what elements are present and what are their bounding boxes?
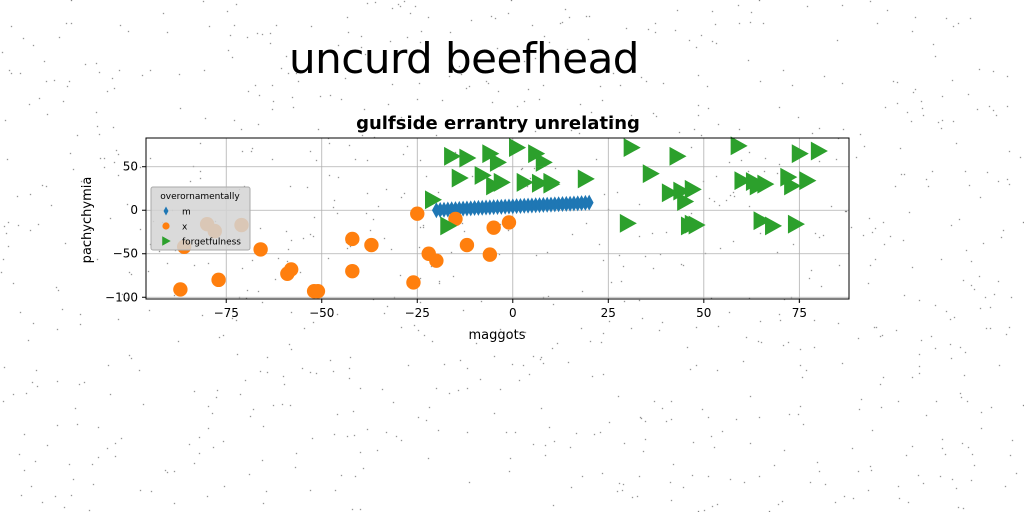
data-point-forgetfulness <box>757 174 775 194</box>
legend-marker-forgetfulness <box>162 236 171 246</box>
data-point-forgetfulness <box>684 179 702 199</box>
data-point-forgetfulness <box>535 152 553 172</box>
data-point-forgetfulness <box>677 192 695 211</box>
data-point-x <box>253 242 268 257</box>
data-point-forgetfulness <box>661 183 679 203</box>
x-tick-label: −25 <box>405 306 430 320</box>
data-point-forgetfulness <box>810 141 828 161</box>
legend-label-m: m <box>182 208 191 218</box>
data-point-forgetfulness <box>444 146 462 166</box>
data-point-forgetfulness <box>799 171 817 191</box>
legend-title: overornamentally <box>160 192 240 202</box>
plot-area <box>173 136 828 299</box>
data-point-forgetfulness <box>730 136 748 156</box>
data-point-x <box>429 253 444 268</box>
data-point-forgetfulness <box>734 171 752 191</box>
series-x <box>173 206 517 299</box>
data-point-forgetfulness <box>787 214 805 234</box>
figure-suptitle: uncurd beefhead <box>289 34 639 83</box>
legend-label-forgetfulness: forgetfulness <box>182 238 241 248</box>
y-tick-label: −50 <box>113 247 138 261</box>
x-tick-label: −75 <box>214 306 239 320</box>
data-point-x <box>283 262 299 277</box>
data-point-forgetfulness <box>577 169 595 189</box>
x-tick-label: 0 <box>509 306 517 320</box>
data-point-m <box>584 194 594 211</box>
data-point-forgetfulness <box>642 164 660 184</box>
data-point-forgetfulness <box>451 168 469 188</box>
data-point-x <box>486 220 501 235</box>
data-point-forgetfulness <box>516 172 534 192</box>
data-point-forgetfulness <box>753 211 771 231</box>
data-point-forgetfulness <box>493 172 511 192</box>
x-tick-label: 25 <box>601 306 616 320</box>
data-point-forgetfulness <box>791 144 809 164</box>
data-point-x <box>406 275 421 290</box>
x-tick-label: 75 <box>792 306 807 320</box>
data-point-forgetfulness <box>509 138 527 158</box>
data-point-x <box>310 283 326 299</box>
data-point-x <box>364 237 379 253</box>
data-point-forgetfulness <box>765 216 783 236</box>
y-tick-label: 50 <box>123 160 138 174</box>
data-point-forgetfulness <box>619 213 637 233</box>
data-point-x <box>345 263 360 279</box>
data-point-forgetfulness <box>474 165 492 185</box>
data-point-forgetfulness <box>669 146 687 166</box>
axes-frame <box>145 137 850 300</box>
y-tick-label: 0 <box>130 203 138 217</box>
data-point-forgetfulness <box>623 138 641 158</box>
data-point-x <box>482 247 498 262</box>
data-point-forgetfulness <box>543 172 561 192</box>
data-point-x <box>448 211 463 227</box>
data-point-forgetfulness <box>459 148 477 168</box>
data-point-forgetfulness <box>531 173 549 193</box>
legend-marker-x <box>162 222 170 230</box>
data-point-x <box>211 272 226 288</box>
data-point-forgetfulness <box>424 190 442 210</box>
data-point-x <box>501 215 517 230</box>
y-axis-label: pachychymia <box>80 177 95 264</box>
data-point-forgetfulness <box>440 216 458 236</box>
data-point-forgetfulness <box>784 176 802 196</box>
legend-label-x: x <box>182 223 188 233</box>
x-tick-label: −50 <box>309 306 334 320</box>
data-point-x <box>173 282 188 297</box>
x-axis-label: maggots <box>469 328 526 343</box>
legend: overornamentally mx forgetfulness <box>150 186 251 251</box>
legend-marker-m <box>163 206 169 216</box>
data-point-forgetfulness <box>489 152 507 172</box>
x-tick-label: 50 <box>696 306 711 320</box>
series-m <box>431 194 594 219</box>
data-point-x <box>410 206 425 221</box>
data-point-x <box>345 231 360 247</box>
y-axis-ticks: −100 −50 0 50 <box>105 160 146 304</box>
chart-title: gulfside errantry unrelating <box>356 113 640 134</box>
data-point-forgetfulness <box>688 215 706 235</box>
x-axis-ticks: −75 −50 −25 0 25 50 75 <box>214 299 807 320</box>
data-point-x <box>459 237 475 253</box>
y-tick-label: −100 <box>105 290 138 304</box>
legend-box <box>150 186 251 251</box>
series-forgetfulness <box>424 136 828 236</box>
